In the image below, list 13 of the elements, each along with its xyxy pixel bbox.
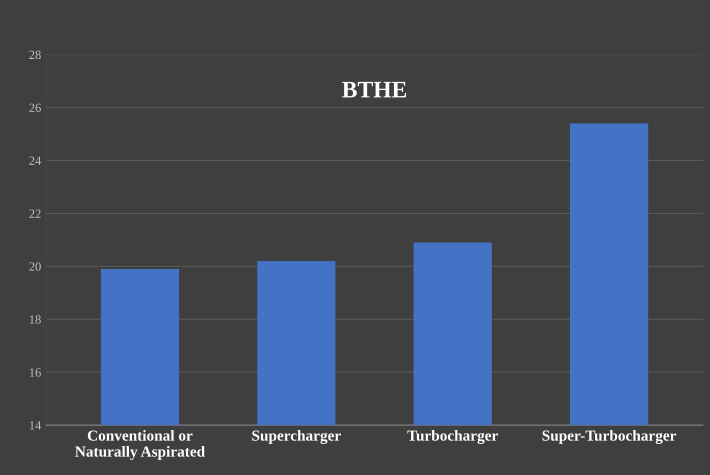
y-tick-label: 20 [29,262,41,271]
y-tick-label: 26 [29,104,41,112]
x-tick-label: Conventional or Naturally Aspirated [75,430,205,460]
text: BTHE [342,82,406,98]
y-tick-label: 22 [29,209,41,218]
y-tick-label: 28 [29,50,41,60]
x-tick-label: Turbocharger [407,430,498,444]
x-tick-label: Supercharger [252,430,341,444]
y-tick-label: 14 [30,421,42,430]
y-tick-label: 18 [30,315,41,324]
y-tick-label: 16 [30,368,41,377]
y-tick-label: 24 [29,156,42,165]
x-tick-label: Super-Turbocharger [542,430,676,444]
